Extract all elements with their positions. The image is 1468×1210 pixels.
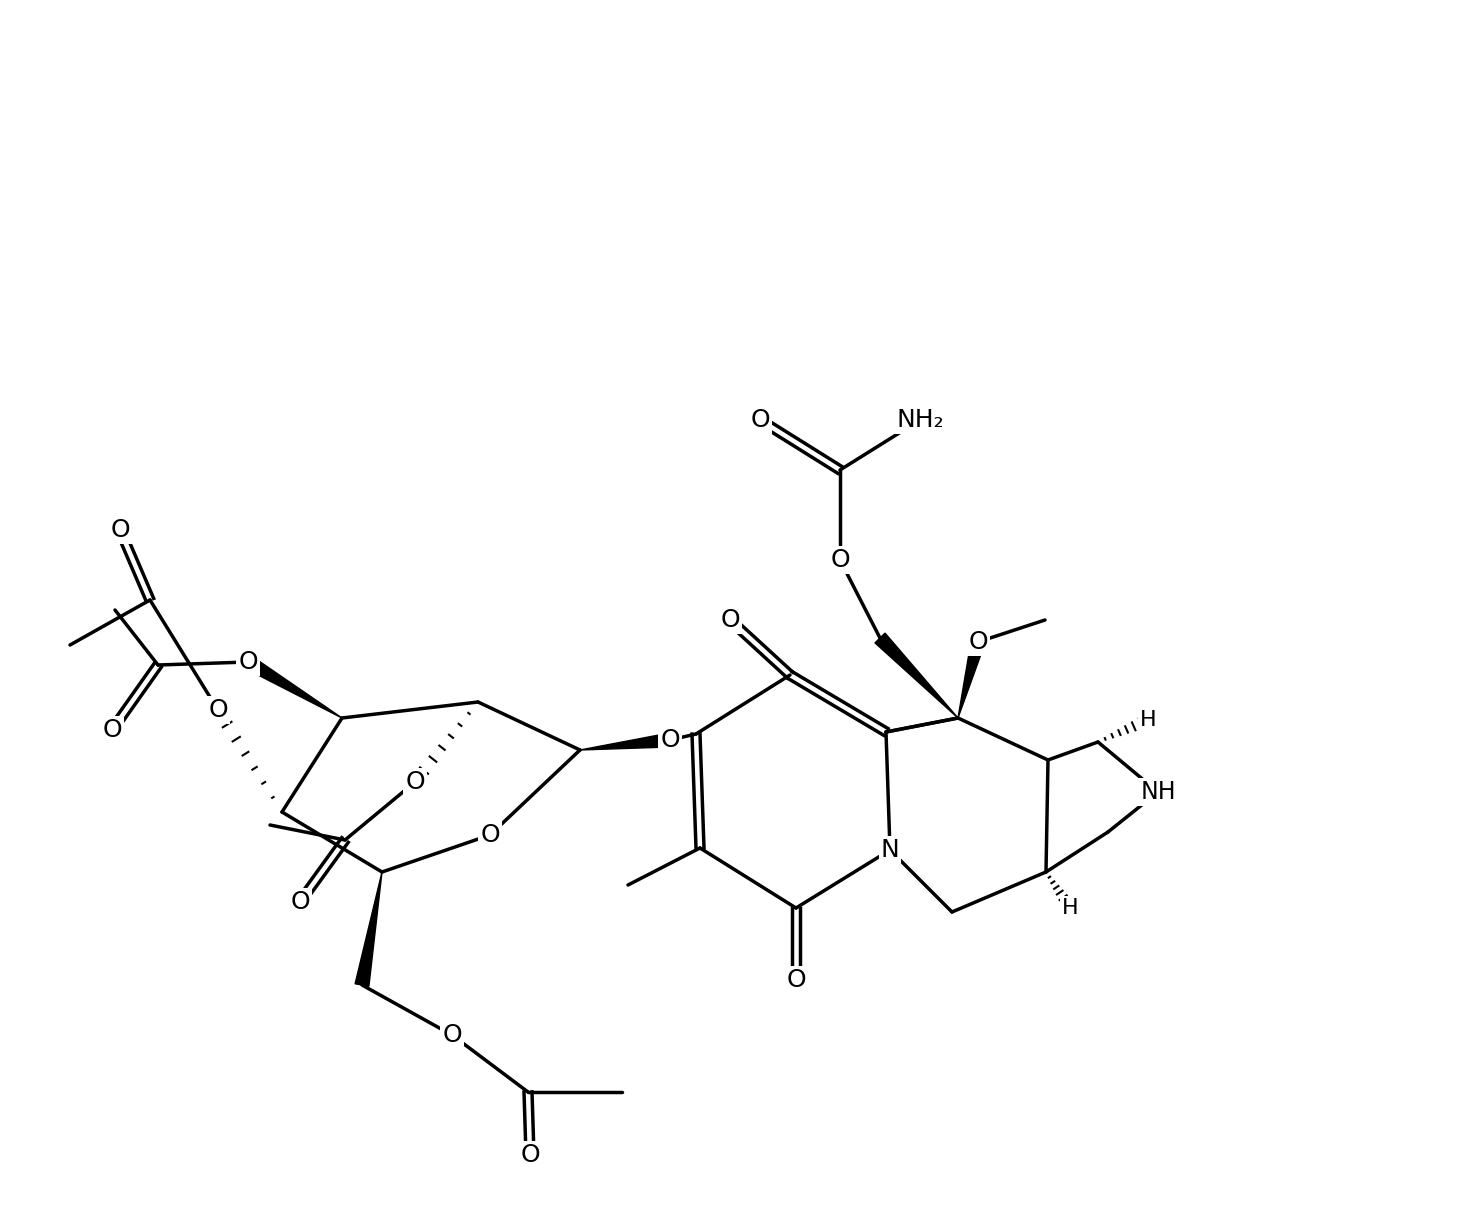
Text: O: O (750, 408, 769, 432)
Text: O: O (787, 968, 806, 992)
Text: O: O (721, 607, 740, 632)
Text: O: O (969, 630, 988, 653)
Text: H: H (1139, 710, 1157, 730)
Polygon shape (959, 640, 985, 718)
Text: O: O (520, 1143, 540, 1166)
Text: O: O (291, 891, 310, 914)
Polygon shape (244, 656, 342, 718)
Text: O: O (103, 718, 122, 742)
Text: O: O (661, 728, 680, 751)
Text: O: O (208, 698, 228, 722)
Polygon shape (355, 872, 382, 986)
Text: NH: NH (1141, 780, 1176, 803)
Text: NH₂: NH₂ (895, 408, 944, 432)
Polygon shape (875, 633, 959, 718)
Text: O: O (110, 518, 129, 542)
Text: O: O (238, 650, 258, 674)
Text: N: N (881, 839, 900, 862)
Text: H: H (1061, 898, 1079, 918)
Text: O: O (831, 548, 850, 572)
Text: O: O (442, 1022, 462, 1047)
Polygon shape (580, 733, 671, 750)
Text: O: O (480, 823, 499, 847)
Text: O: O (405, 770, 424, 794)
